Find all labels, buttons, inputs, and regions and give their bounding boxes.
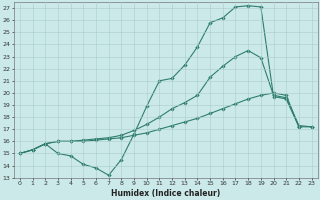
X-axis label: Humidex (Indice chaleur): Humidex (Indice chaleur) [111,189,220,198]
